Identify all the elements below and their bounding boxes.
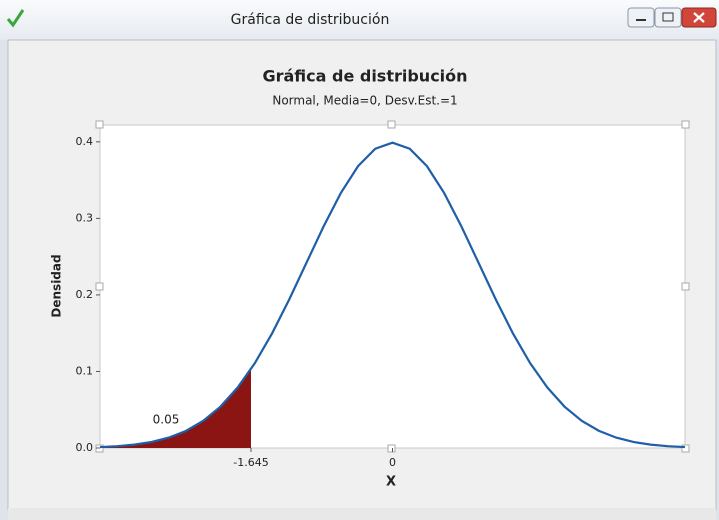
y-tick-label: 0.0 — [76, 441, 94, 454]
area-label: 0.05 — [153, 413, 180, 427]
plot-area — [99, 124, 686, 449]
close-icon — [693, 12, 705, 23]
density-curve — [99, 141, 686, 449]
y-tick-label: 0.2 — [76, 288, 94, 301]
minimize-button[interactable] — [627, 7, 655, 28]
app-icon — [6, 9, 25, 28]
chart-title: Gráfica de distribución — [262, 67, 467, 86]
maximize-button[interactable] — [654, 7, 682, 28]
y-tick-label: 0.1 — [76, 364, 94, 377]
chart-subtitle: Normal, Media=0, Desv.Est.=1 — [272, 94, 457, 108]
y-tick-label: 0.3 — [76, 211, 94, 224]
status-strip — [8, 508, 716, 520]
shaded-area — [100, 369, 251, 448]
y-axis-label: Densidad — [50, 254, 64, 317]
minimize-icon — [636, 19, 646, 21]
title-bar — [0, 0, 719, 40]
window-title: Gráfica de distribución — [231, 12, 390, 28]
x-tick-label: -1.645 — [233, 456, 268, 469]
maximize-icon — [662, 12, 674, 22]
x-tick-label: 0 — [389, 456, 396, 469]
x-axis-label: X — [386, 475, 396, 490]
y-tick-label: 0.4 — [76, 135, 94, 148]
